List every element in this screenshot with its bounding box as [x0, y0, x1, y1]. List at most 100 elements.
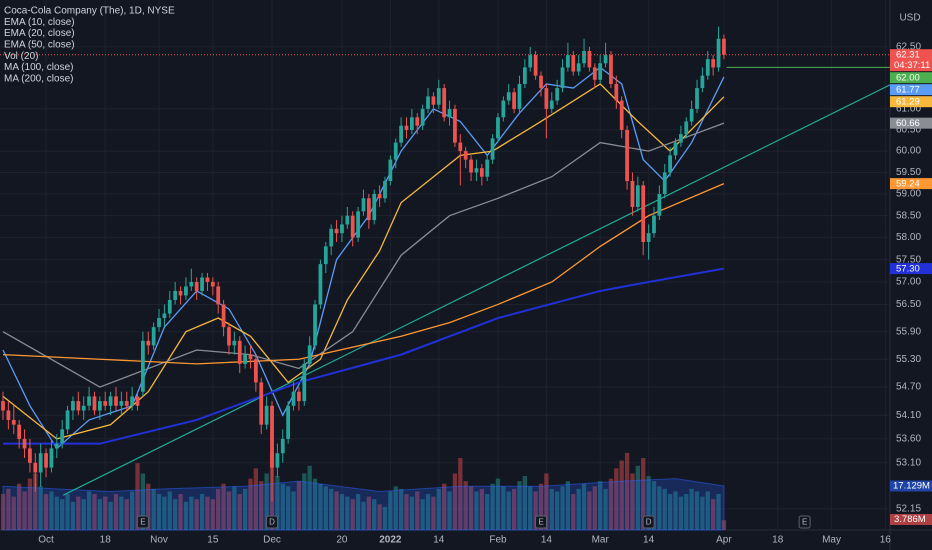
y-tick-label: 54.70: [896, 382, 921, 393]
volume-bar: [560, 486, 565, 530]
candle-body: [404, 125, 409, 130]
x-tick-label: Nov: [150, 535, 168, 546]
price-label-box: [890, 96, 932, 108]
candle-body: [141, 340, 145, 392]
candle-body: [635, 185, 640, 207]
event-label: E: [538, 518, 543, 527]
candle-body: [533, 55, 538, 76]
legend-entry: EMA (20, close): [4, 28, 75, 39]
candle-body: [33, 462, 38, 473]
candle-body: [49, 448, 54, 468]
candle-body: [291, 391, 296, 406]
candle-body: [490, 138, 495, 160]
candle-body: [297, 391, 301, 402]
candle-body: [76, 401, 81, 411]
volume-bar: [511, 488, 517, 530]
x-tick-label: Mar: [592, 535, 610, 546]
volume-bar: [65, 494, 70, 530]
price-label-box: [890, 117, 932, 129]
y-tick-label: 62.50: [896, 42, 921, 53]
volume-bar: [711, 499, 716, 530]
volume-bar: [280, 483, 285, 530]
candle-body: [426, 96, 430, 109]
volume-bar: [124, 499, 129, 530]
volume-bar: [248, 478, 253, 530]
ma-line: [2, 122, 725, 388]
candle-body: [356, 211, 360, 238]
volume-bar: [592, 486, 597, 530]
y-tick-label: 56.50: [896, 299, 921, 310]
volume-bar: [232, 486, 237, 530]
volume-ma-label: 17.129M: [893, 480, 930, 491]
volume-bar: [398, 488, 404, 530]
candle-body: [393, 142, 398, 160]
volume-bar: [624, 452, 630, 530]
candle-body: [232, 340, 237, 346]
candle-body: [388, 159, 393, 182]
candle-body: [662, 172, 667, 194]
y-tick-label: 57.00: [896, 277, 921, 288]
candle-body: [248, 354, 253, 360]
volume-bar: [571, 494, 576, 530]
volume-bar: [49, 491, 54, 530]
candle-body: [11, 419, 16, 425]
volume-bar: [673, 491, 678, 530]
volume-bar: [581, 483, 587, 530]
volume-bar: [178, 494, 183, 530]
candle-body: [54, 443, 59, 449]
volume-bar: [404, 494, 409, 530]
y-tick-label: 60.50: [896, 125, 921, 136]
volume-bar: [60, 499, 65, 530]
volume-bar: [678, 496, 684, 530]
price-label: 62.00: [896, 73, 920, 84]
volume-bar: [463, 481, 468, 530]
candle-body: [318, 264, 323, 305]
event-marker: [535, 515, 548, 529]
candle-body: [243, 354, 247, 364]
candle-body: [695, 88, 699, 109]
volume-bar: [377, 504, 382, 530]
candle-body: [146, 340, 151, 346]
candle-body: [178, 290, 183, 296]
candle-body: [366, 198, 371, 221]
candle-body: [485, 159, 490, 177]
volume-bar: [657, 486, 662, 530]
candle-body: [227, 327, 231, 346]
volume-bar: [86, 491, 92, 530]
volume-bar: [27, 478, 33, 530]
candle-body: [377, 193, 382, 199]
candle-body: [65, 410, 70, 430]
candle-body: [334, 228, 339, 234]
candle-body: [184, 286, 188, 296]
volume-bar: [334, 491, 339, 530]
volume-bar: [614, 468, 619, 530]
y-tick-label: 59.50: [896, 167, 921, 178]
candle-body: [410, 117, 414, 130]
y-tick-label: 55.90: [896, 326, 921, 337]
candle-body: [205, 277, 210, 282]
volume-bar: [447, 491, 452, 530]
candle-body: [474, 168, 479, 173]
candle-body: [1, 401, 5, 411]
candle-body: [313, 304, 317, 346]
volume-bar: [92, 494, 97, 530]
candle-body: [458, 142, 463, 152]
candle-body: [517, 83, 522, 109]
volume-bar: [199, 494, 205, 530]
x-tick-label: 15: [207, 535, 219, 546]
volume-bar: [318, 483, 323, 530]
candle-body: [555, 88, 560, 101]
countdown: 04:37:11: [894, 60, 930, 71]
volume-bar: [302, 473, 307, 530]
legend-entry: EMA (10, close): [4, 17, 75, 28]
candle-body: [340, 224, 344, 234]
candle-body: [609, 55, 613, 84]
volume-bar: [183, 501, 189, 530]
volume-bar: [603, 488, 608, 530]
candle-body: [194, 281, 199, 291]
volume-bar: [345, 496, 350, 530]
x-tick-label: 2022: [379, 535, 402, 546]
event-label: E: [802, 518, 807, 527]
volume-bar: [103, 496, 108, 530]
